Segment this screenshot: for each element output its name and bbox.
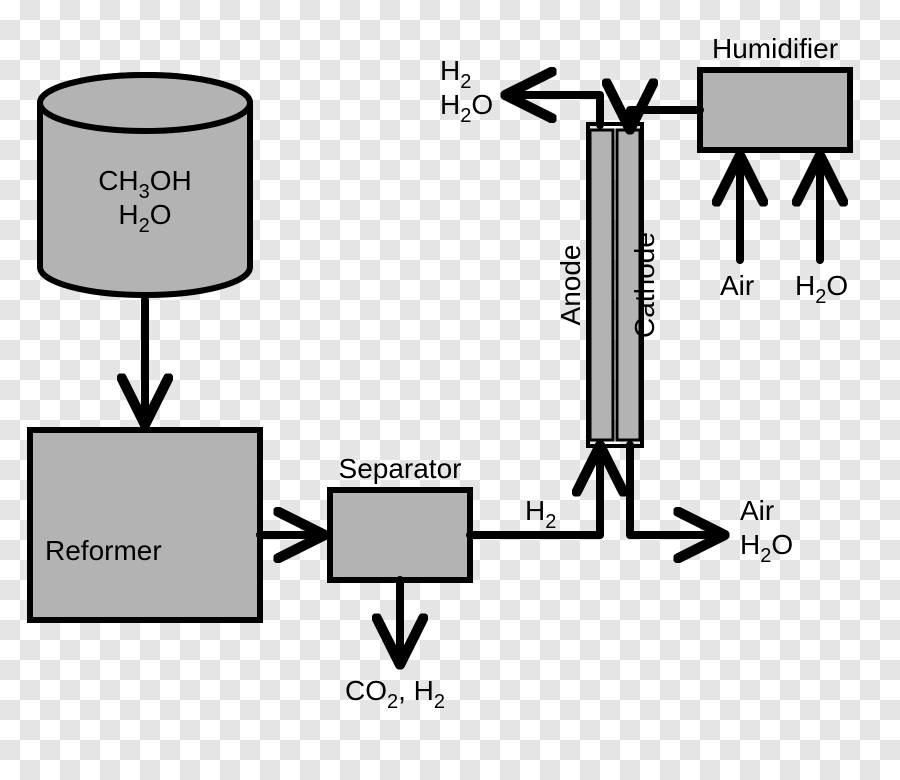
humidifier-title: Humidifier (712, 33, 838, 64)
anode-label: Anode (555, 245, 586, 326)
top-exhaust-label: H2H2O (440, 55, 493, 127)
bottom-out-label: CO2, H2 (345, 675, 445, 713)
cell-top-left (510, 95, 600, 125)
separator (330, 490, 470, 580)
separator-title: Separator (339, 453, 462, 484)
cell-right-out (630, 445, 720, 535)
air-in-label: Air (720, 270, 754, 301)
h2o-in-label: H2O (795, 270, 848, 308)
reformer-label: Reformer (45, 535, 162, 566)
right-out-label: AirH2O (740, 495, 793, 567)
cathode-label: Cathode (629, 232, 660, 338)
humidifier (700, 70, 850, 150)
h2-label: H2 (525, 495, 556, 533)
reformer (30, 430, 260, 620)
